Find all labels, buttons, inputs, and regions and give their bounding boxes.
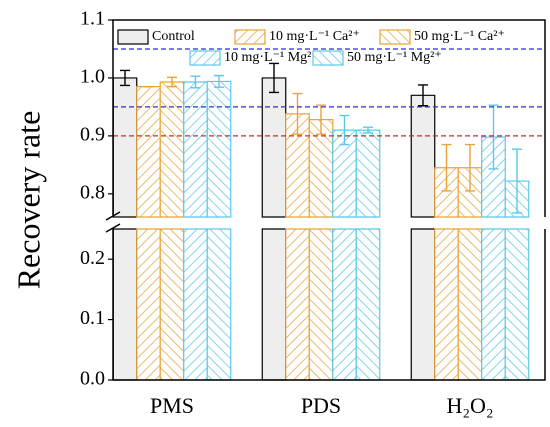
error-bar [441,143,452,192]
bar [136,86,161,381]
bar [410,94,436,381]
error-bar [167,76,177,88]
error-bar [465,143,475,192]
legend-swatch [379,29,411,45]
bar [206,80,232,381]
error-bar [269,62,279,94]
y-axis-title: Recovery rate [10,111,46,290]
legend-label: 50 mg·L⁻¹ Ca²⁺ [414,29,505,44]
y-tick-label: 1.1 [80,8,105,30]
x-tick-label: PMS [150,393,194,418]
error-bar [292,92,303,135]
error-bar [488,104,499,170]
bar [112,77,138,381]
y-tick-label: 0.2 [80,247,105,269]
bar [183,81,208,381]
error-bar [339,114,350,146]
y-tick-label: 0.9 [80,123,105,145]
legend-label: Control [152,29,195,44]
legend-swatch [234,29,266,45]
bar [457,167,483,381]
legend-swatch [312,50,344,66]
legend-label: 50 mg·L⁻¹ Mg²⁺ [347,50,442,65]
legend-label: 10 mg·L⁻¹ Ca²⁺ [269,29,360,44]
error-bar [120,69,130,87]
error-bar [190,75,201,89]
y-tick-label: 0.8 [80,181,105,203]
bar [332,129,357,381]
y-tick-label: 0.0 [80,368,105,390]
legend-swatch [189,50,221,66]
error-bar [214,74,224,88]
error-bar [512,148,522,214]
x-tick-label: PDS [301,393,341,418]
axis-frame [112,19,546,381]
axis-break [105,211,121,233]
bar [308,119,334,381]
bar [434,167,459,381]
bar [285,113,310,381]
bar [159,81,185,381]
bar [261,77,287,381]
error-bar [418,84,428,107]
legend-swatch [117,29,149,45]
error-bar [363,126,373,134]
error-bar [316,104,326,135]
bar [481,136,506,381]
y-tick-label: 1.0 [80,66,105,88]
x-tick-label: H₂O₂ [446,393,493,418]
bar [504,180,530,381]
legend-label: 10 mg·L⁻¹ Mg²⁺ [224,50,319,65]
bar [355,129,381,381]
y-tick-label: 0.1 [80,307,105,329]
